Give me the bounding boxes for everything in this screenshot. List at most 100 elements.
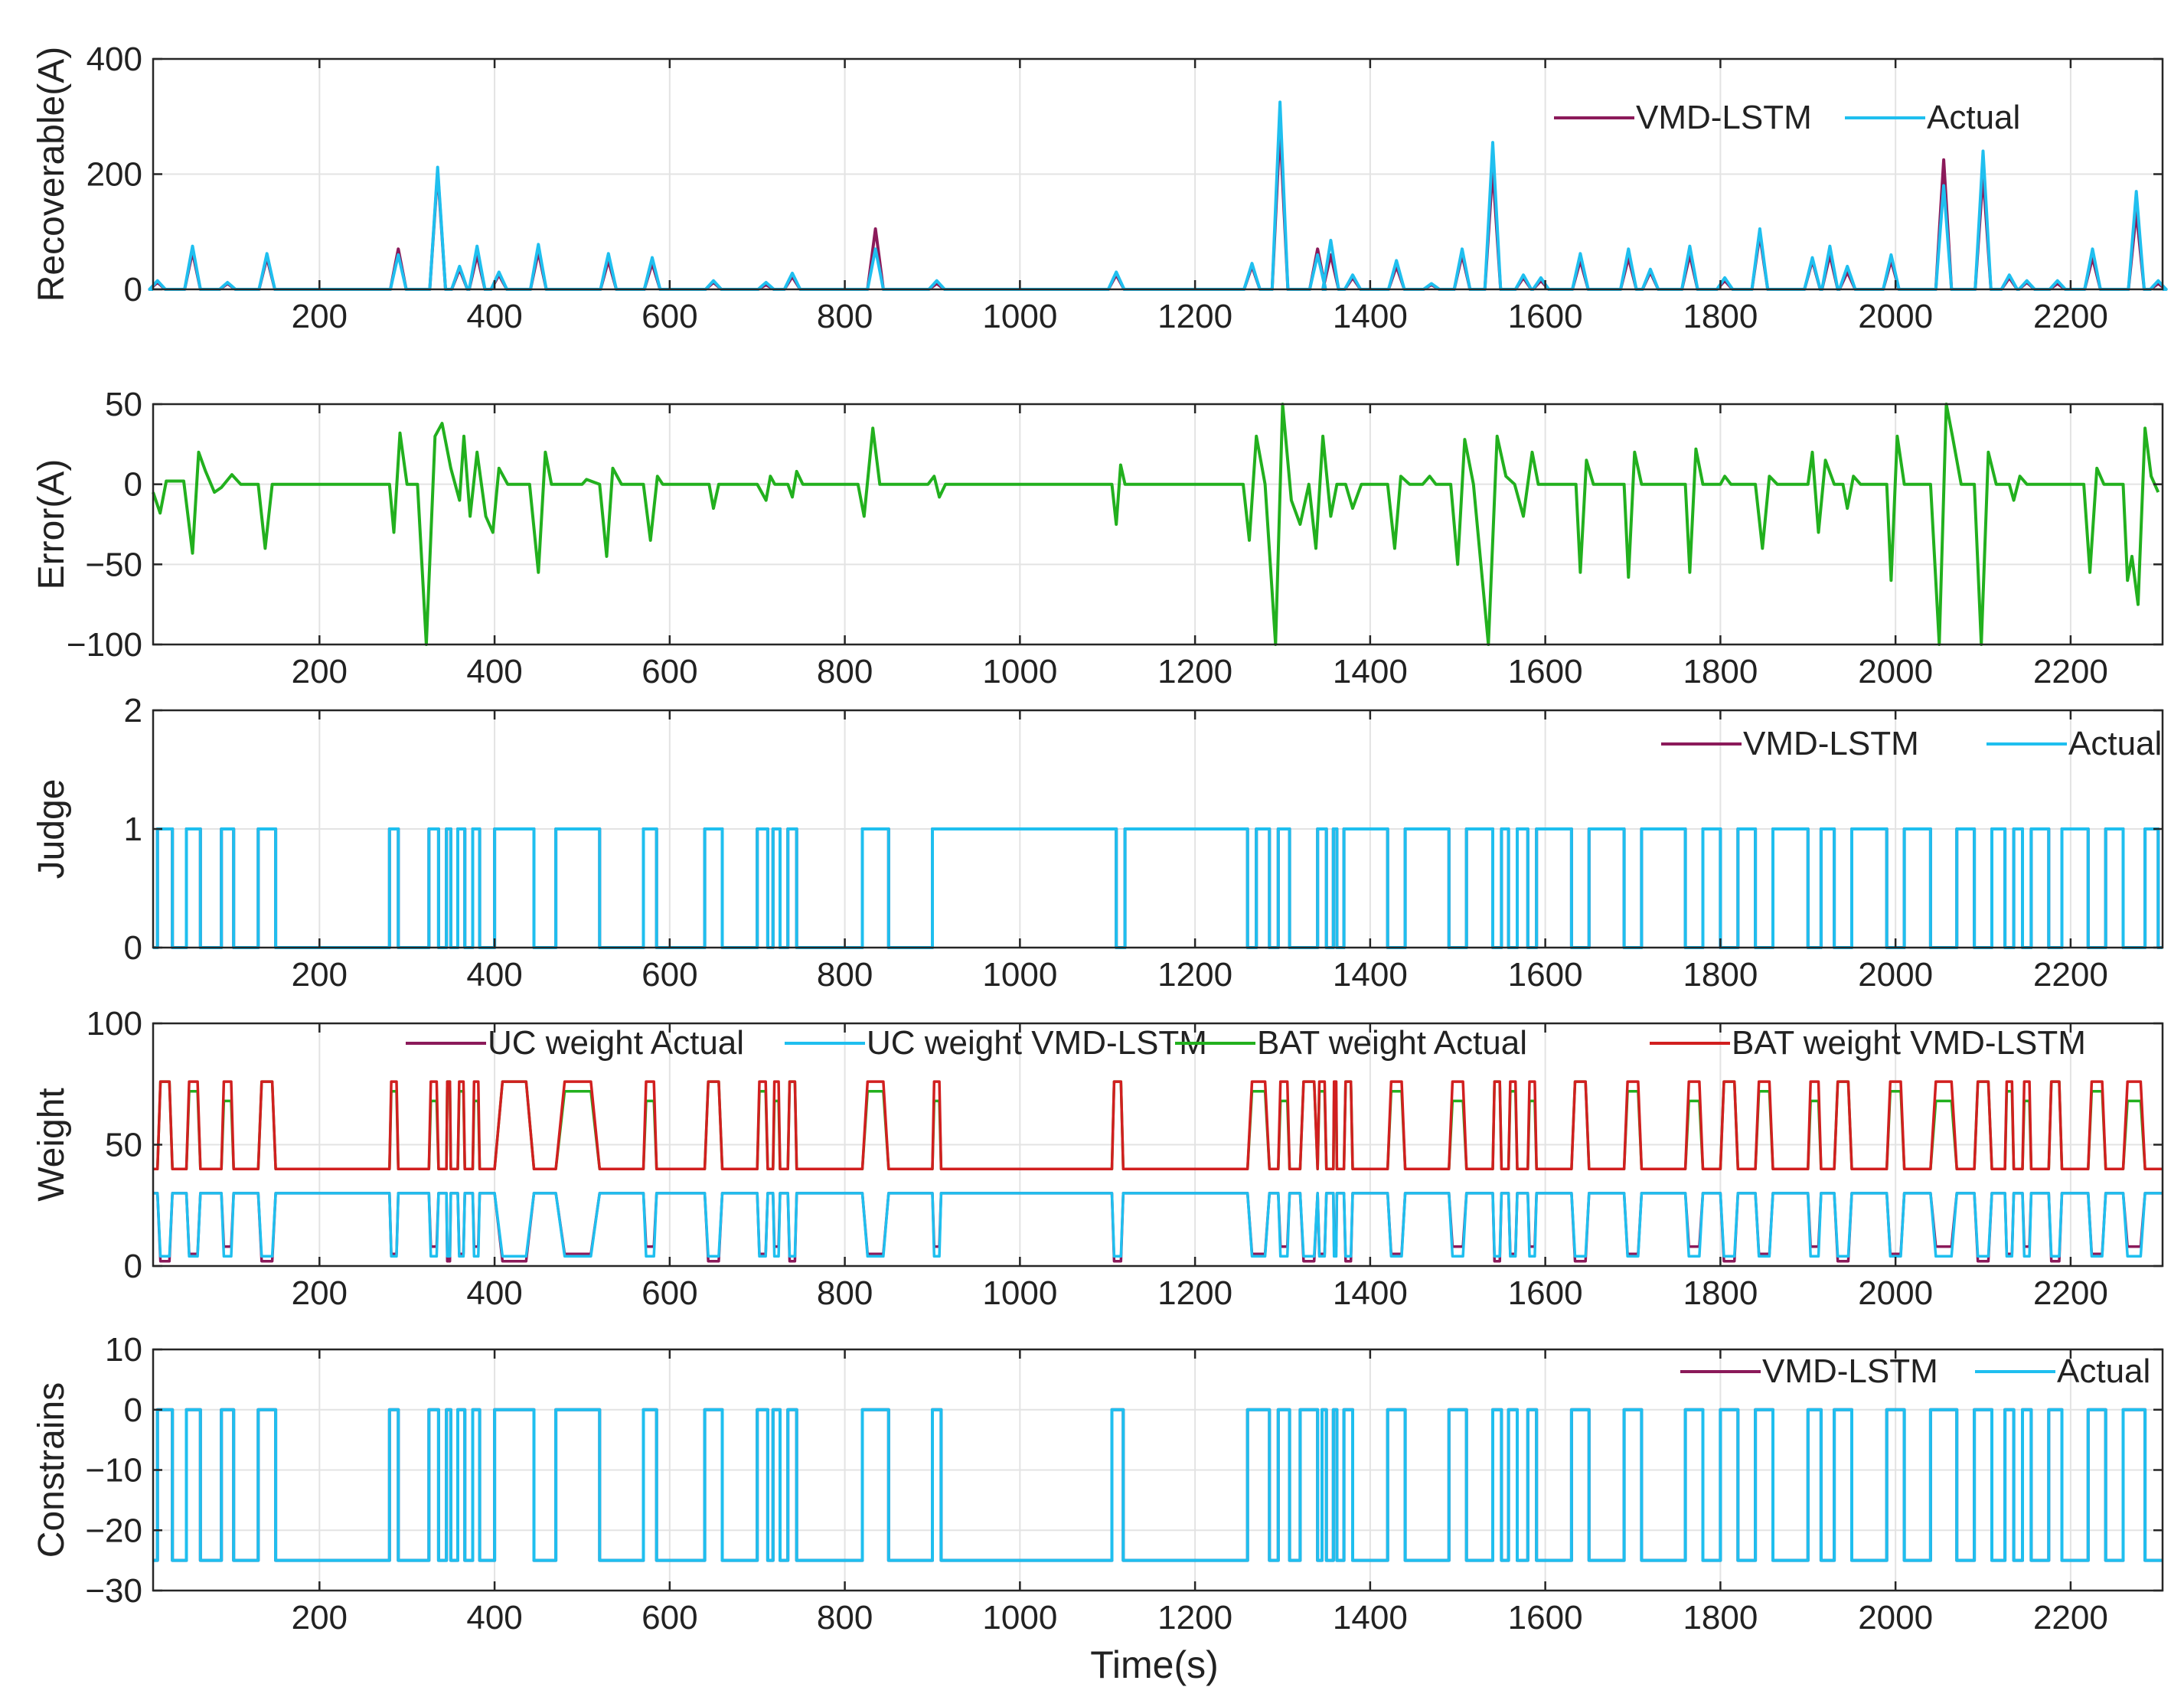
x-tick-label: 2200	[2033, 956, 2108, 994]
x-tick-label: 400	[466, 1274, 522, 1312]
y-tick-label: 10	[105, 1331, 142, 1369]
legend-label: Actual	[1927, 99, 2020, 136]
x-tick-label: 1400	[1333, 1599, 1408, 1636]
x-tick-label: 1200	[1157, 956, 1232, 994]
y-axis-label: Weight	[31, 1088, 72, 1202]
x-tick-label: 200	[292, 653, 348, 690]
x-tick-label: 1600	[1508, 1599, 1583, 1636]
y-axis-label: Recoverable(A)	[31, 47, 72, 302]
x-tick-label: 400	[466, 956, 522, 994]
subplot-5: 200 400 600 800 1000 1200 1400 1600 1800 2000 2200…	[31, 1331, 2164, 1636]
series-line-4	[153, 1080, 2163, 1170]
x-tick-label: 1000	[982, 1599, 1057, 1636]
x-axis-label: Time(s)	[1090, 1643, 1219, 1686]
legend-label: VMD-LSTM	[1743, 725, 1919, 762]
x-tick-label: 200	[292, 1274, 348, 1312]
y-tick-label: 0	[124, 466, 142, 504]
x-tick-label: 1600	[1508, 1274, 1583, 1312]
y-tick-label: 50	[105, 1127, 142, 1164]
x-tick-label: 800	[817, 1599, 873, 1636]
y-tick-label: −30	[85, 1572, 142, 1610]
y-tick-label: −20	[85, 1512, 142, 1549]
subplot-3: 200 400 600 800 1000 1200 1400 1600 1800 2000 2200…	[31, 692, 2164, 994]
legend-label: VMD-LSTM	[1762, 1352, 1938, 1390]
y-tick-label: 400	[87, 41, 142, 78]
y-tick-label: −10	[85, 1452, 142, 1490]
y-tick-label: 50	[105, 386, 142, 423]
x-tick-label: 1000	[982, 653, 1057, 690]
x-tick-label: 1200	[1157, 1599, 1232, 1636]
x-tick-label: 1800	[1683, 1599, 1758, 1636]
panels: 200 400 600 800 1000 1200 1400 1600 1800 2000 2200…	[31, 41, 2168, 1636]
x-tick-label: 1400	[1333, 1274, 1408, 1312]
x-tick-label: 2000	[1858, 1274, 1933, 1312]
y-tick-label: 0	[124, 1392, 142, 1429]
x-tick-label: 400	[466, 1599, 522, 1636]
legend-label: Actual	[2068, 725, 2162, 762]
y-tick-label: 0	[124, 271, 142, 308]
series-line-2	[153, 1192, 2163, 1258]
y-tick-label: −100	[67, 626, 142, 664]
legend-label: UC weight Actual	[488, 1024, 744, 1062]
x-tick-label: 400	[466, 298, 522, 335]
x-tick-label: 1800	[1683, 1274, 1758, 1312]
x-tick-label: 1800	[1683, 298, 1758, 335]
x-tick-label: 1000	[982, 956, 1057, 994]
x-tick-label: 600	[641, 653, 697, 690]
x-tick-label: 2200	[2033, 1599, 2108, 1636]
x-tick-label: 800	[817, 956, 873, 994]
ticks: 200 400 600 800 1000 1200 1400 1600 1800 2000 2200…	[87, 1005, 2163, 1312]
x-tick-label: 2200	[2033, 653, 2108, 690]
series-lines	[148, 100, 2168, 291]
x-tick-label: 600	[641, 298, 697, 335]
series-lines	[152, 403, 2160, 646]
x-tick-label: 2000	[1858, 956, 1933, 994]
x-tick-label: 1400	[1333, 956, 1408, 994]
x-tick-label: 600	[641, 1599, 697, 1636]
x-tick-label: 200	[292, 956, 348, 994]
y-tick-label: 0	[124, 929, 142, 967]
legend: VMD-LSTM Actual	[1661, 725, 2162, 762]
legend: UC weight Actual UC weight VMD-LSTM BAT we…	[406, 1024, 2086, 1062]
x-tick-label: 1600	[1508, 653, 1583, 690]
x-tick-label: 2200	[2033, 1274, 2108, 1312]
x-tick-label: 800	[817, 298, 873, 335]
axes-box	[152, 403, 2164, 646]
x-tick-label: 1800	[1683, 653, 1758, 690]
y-tick-label: 0	[124, 1248, 142, 1285]
x-tick-label: 2000	[1858, 653, 1933, 690]
legend-label: Actual	[2057, 1352, 2150, 1390]
x-tick-label: 1600	[1508, 956, 1583, 994]
legend-label: BAT weight VMD-LSTM	[1732, 1024, 2086, 1062]
series-line-1	[152, 403, 2160, 646]
legend-label: BAT weight Actual	[1257, 1024, 1527, 1062]
x-tick-label: 1200	[1157, 1274, 1232, 1312]
y-tick-label: 200	[87, 156, 142, 194]
series-lines	[153, 1408, 2163, 1562]
y-tick-label: −50	[85, 546, 142, 583]
x-tick-label: 800	[817, 1274, 873, 1312]
x-tick-label: 1800	[1683, 956, 1758, 994]
x-tick-label: 1200	[1157, 653, 1232, 690]
subplot-1: 200 400 600 800 1000 1200 1400 1600 1800 2000 2200…	[31, 41, 2168, 335]
y-axis-label: Error(A)	[31, 459, 72, 590]
x-tick-label: 200	[292, 298, 348, 335]
y-tick-label: 100	[87, 1005, 142, 1043]
legend: VMD-LSTM Actual	[1680, 1352, 2150, 1390]
x-tick-label: 1200	[1157, 298, 1232, 335]
x-tick-label: 1400	[1333, 298, 1408, 335]
x-tick-label: 1400	[1333, 653, 1408, 690]
x-tick-label: 600	[641, 956, 697, 994]
subplot-4: 200 400 600 800 1000 1200 1400 1600 1800 2000 2200…	[31, 1005, 2164, 1312]
ticks: 200 400 600 800 1000 1200 1400 1600 1800 2000 2200…	[124, 692, 2163, 994]
x-tick-label: 1000	[982, 298, 1057, 335]
legend: VMD-LSTM Actual	[1554, 99, 2020, 136]
y-axis-label: Judge	[31, 779, 72, 879]
series-lines	[153, 1080, 2163, 1263]
subplot-2: 200 400 600 800 1000 1200 1400 1600 1800 2000 2200…	[31, 386, 2164, 690]
x-tick-label: 400	[466, 653, 522, 690]
ticks: 200 400 600 800 1000 1200 1400 1600 1800 2000 2200…	[85, 1331, 2163, 1636]
legend-label: VMD-LSTM	[1636, 99, 1812, 136]
y-tick-label: 1	[124, 811, 142, 848]
